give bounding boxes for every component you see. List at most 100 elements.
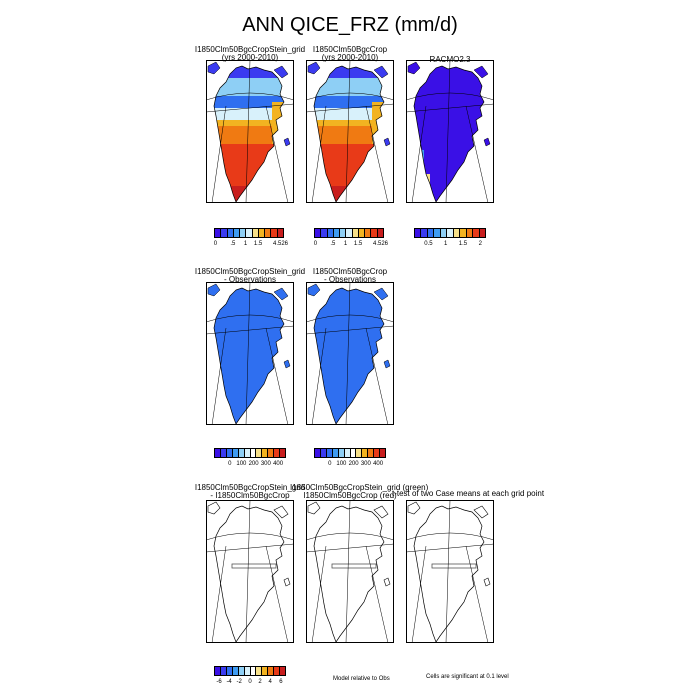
colorbar-r1c3-ticks: 0.5 1 1.5 2 <box>414 241 486 251</box>
panel-r2c1-title: I1850Clm50BgcCropStein_grid - Observatio… <box>190 268 310 284</box>
grid-cell <box>266 114 272 120</box>
grid-cell <box>360 120 366 126</box>
grid-cell <box>360 96 366 102</box>
grid-cell <box>466 108 472 114</box>
grid-cell <box>384 126 390 132</box>
colorbar-swatch <box>479 229 485 237</box>
grid-cell <box>384 96 390 102</box>
colorbar-swatch <box>262 667 269 675</box>
colorbar-swatch <box>268 449 275 457</box>
grid-cell <box>218 294 224 300</box>
colorbar-swatch <box>466 229 474 237</box>
grid-cell <box>330 114 336 120</box>
grid-cell <box>414 78 418 84</box>
colorbar-swatch <box>250 449 257 457</box>
grid-cell <box>478 192 484 198</box>
grid-cell <box>242 378 248 384</box>
grid-cell <box>284 162 290 168</box>
grid-cell <box>366 144 372 150</box>
colorbar-swatch <box>280 667 286 675</box>
grid-cell <box>330 78 336 84</box>
grid-cell <box>478 126 484 132</box>
grid-cell <box>236 126 242 132</box>
grid-cell <box>478 174 484 180</box>
grid-cell <box>230 354 236 360</box>
grid-cell <box>254 84 260 90</box>
grid-cell <box>366 354 372 360</box>
grid-cell <box>266 186 272 192</box>
grid-cell <box>348 108 354 114</box>
grid-cell <box>436 120 442 126</box>
grid-cell <box>442 144 448 150</box>
grid-cell <box>318 180 324 186</box>
grid-cell <box>354 360 360 366</box>
grid-cell <box>242 156 248 162</box>
grid-cell <box>354 96 360 102</box>
grid-cell <box>224 414 230 420</box>
grid-cell <box>448 156 454 162</box>
grid-cell <box>348 72 354 78</box>
grid-cell <box>248 156 254 162</box>
grid-cell <box>278 132 284 138</box>
map-svg <box>306 282 394 425</box>
grid-cell <box>284 132 290 138</box>
grid-cell <box>214 354 218 360</box>
grid-cell <box>366 402 372 408</box>
grid-cell <box>460 138 466 144</box>
grid-cell <box>384 156 390 162</box>
colorbar-swatch <box>327 229 334 237</box>
grid-cell <box>418 90 424 96</box>
grid-cell <box>424 156 430 162</box>
grid-cell <box>224 348 230 354</box>
grid-cell <box>414 150 418 156</box>
colorbar-swatch <box>271 229 278 237</box>
grid-cell <box>372 414 378 420</box>
grid-cell <box>254 186 260 192</box>
grid-cell <box>430 138 436 144</box>
grid-cell <box>448 168 454 174</box>
grid-cell <box>436 150 442 156</box>
grid-cell <box>348 114 354 120</box>
tick-label: .5 <box>330 241 336 247</box>
grid-cell <box>348 306 354 312</box>
grid-cell <box>260 366 266 372</box>
island-shape <box>407 61 421 75</box>
grid-cell <box>214 132 218 138</box>
grid-cell <box>354 354 360 360</box>
grid-cell <box>230 126 236 132</box>
grid-cell <box>314 318 318 324</box>
grid-cell <box>360 390 366 396</box>
island-shape <box>373 287 389 301</box>
grid-cell <box>236 90 242 96</box>
grid-cell <box>272 186 278 192</box>
tick-label: .5 <box>230 241 236 247</box>
grid-cell <box>272 120 278 126</box>
grid-cell <box>224 378 230 384</box>
grid-cell <box>372 126 378 132</box>
grid-cell <box>372 156 378 162</box>
grid-cell <box>366 408 372 414</box>
grid-cells <box>214 66 290 202</box>
grid-cell <box>466 156 472 162</box>
grid-cell <box>242 78 248 84</box>
grid-cell <box>454 156 460 162</box>
grid-cell <box>366 126 372 132</box>
colorbar-swatch <box>356 449 363 457</box>
grid-cell <box>214 324 218 330</box>
graticule-line <box>265 105 289 203</box>
grid-cell <box>236 300 242 306</box>
grid-cell <box>242 414 248 420</box>
grid-cell <box>342 78 348 84</box>
grid-cell <box>372 342 378 348</box>
grid-cell <box>318 108 324 114</box>
grid-cell <box>360 72 366 78</box>
grid-cell <box>424 126 430 132</box>
grid-cell <box>236 414 242 420</box>
colorbar-r2c1 <box>214 448 286 458</box>
grid-cell <box>278 354 284 360</box>
grid-cell <box>460 126 466 132</box>
grid-cell <box>224 186 230 192</box>
colorbar-swatch <box>238 667 245 675</box>
grid-cell <box>324 156 330 162</box>
grid-cell <box>454 180 460 186</box>
